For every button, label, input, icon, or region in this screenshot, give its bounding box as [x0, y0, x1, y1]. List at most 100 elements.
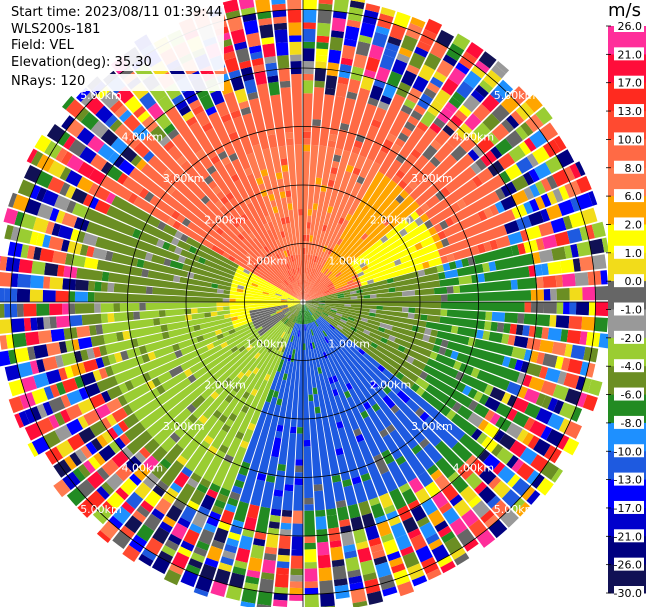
- noise-gate: [143, 150, 155, 163]
- gate: [396, 390, 411, 404]
- ring-label: 3.00km: [411, 172, 453, 185]
- gate: [230, 287, 238, 292]
- gate: [343, 87, 371, 152]
- noise-gate: [96, 530, 111, 543]
- noise-gate: [183, 528, 200, 546]
- gate: [446, 209, 516, 245]
- gate: [334, 381, 360, 431]
- noise-gate: [555, 274, 563, 288]
- noise-gate: [142, 472, 160, 490]
- noise-gate: [391, 59, 408, 76]
- gate: [381, 449, 395, 465]
- noise-gate: [369, 85, 384, 101]
- gate: [387, 195, 415, 222]
- noise-gate: [506, 394, 518, 408]
- noise-gate: [20, 213, 37, 230]
- gate: [491, 311, 506, 322]
- gate: [399, 189, 410, 200]
- noise-gate: [511, 204, 528, 219]
- gate: [307, 323, 314, 343]
- noise-gate: [475, 158, 487, 171]
- gate: [379, 428, 389, 438]
- gate: [329, 95, 346, 136]
- gate: [467, 388, 478, 399]
- ring-label: 3.00km: [163, 420, 205, 433]
- noise-gate: [14, 413, 24, 429]
- noise-gate: [171, 551, 190, 570]
- gate: [229, 302, 301, 314]
- gate: [280, 299, 288, 302]
- gate: [274, 341, 293, 392]
- gate: [147, 345, 209, 380]
- noise-gate: [542, 234, 558, 250]
- gate: [395, 153, 406, 164]
- gate: [244, 167, 253, 176]
- noise-gate: [123, 132, 141, 150]
- noise-gate: [515, 126, 529, 141]
- noise-gate: [456, 81, 474, 99]
- gate: [278, 67, 290, 82]
- noise-gate: [575, 161, 586, 177]
- noise-gate: [442, 124, 455, 137]
- gate: [456, 263, 484, 277]
- gate: [503, 323, 511, 334]
- gate: [237, 233, 245, 241]
- noise-gate: [484, 514, 499, 529]
- noise-gate: [171, 522, 188, 540]
- gate: [315, 516, 327, 530]
- noise-gate: [4, 224, 14, 240]
- gate: [444, 269, 459, 279]
- noise-gate: [228, 531, 241, 541]
- gate: [333, 271, 357, 286]
- noise-gate: [31, 260, 46, 275]
- gate: [108, 272, 218, 293]
- gate: [461, 257, 470, 267]
- gate: [304, 324, 306, 331]
- gate: [223, 314, 231, 319]
- gate: [211, 505, 224, 515]
- gate: [279, 259, 290, 278]
- gate: [238, 100, 250, 110]
- noise-gate: [563, 372, 580, 389]
- gate: [297, 294, 302, 300]
- noise-gate: [315, 54, 328, 63]
- noise-gate: [292, 510, 303, 524]
- gate: [386, 424, 396, 434]
- gate: [282, 490, 294, 511]
- noise-gate: [60, 151, 73, 166]
- noise-gate: [290, 568, 303, 576]
- gate: [300, 304, 303, 311]
- gate: [398, 482, 411, 494]
- gate: [301, 292, 303, 300]
- gate: [220, 231, 248, 256]
- noise-gate: [501, 392, 512, 405]
- field-label: Field: VEL: [11, 38, 225, 55]
- noise-gate: [532, 251, 541, 264]
- gate: [320, 251, 325, 259]
- gate: [415, 153, 475, 207]
- gate: [407, 115, 420, 127]
- gate: [332, 268, 356, 285]
- gate: [177, 255, 186, 264]
- gate: [354, 265, 362, 272]
- noise-gate: [512, 411, 530, 428]
- gate: [176, 483, 196, 506]
- noise-gate: [365, 56, 380, 73]
- noise-gate: [349, 0, 365, 10]
- noise-gate: [570, 243, 579, 258]
- gate: [238, 379, 268, 434]
- gate: [101, 271, 110, 282]
- gate: [332, 388, 339, 397]
- gate: [224, 394, 234, 404]
- gate: [123, 413, 140, 429]
- noise-gate: [355, 41, 371, 57]
- noise-gate: [551, 468, 563, 483]
- noise-gate: [136, 524, 155, 542]
- noise-gate: [552, 169, 570, 187]
- gate: [434, 142, 455, 163]
- noise-gate: [46, 342, 61, 357]
- gate: [267, 350, 281, 376]
- gate: [395, 371, 405, 381]
- gate: [101, 355, 111, 367]
- noise-gate: [316, 42, 329, 50]
